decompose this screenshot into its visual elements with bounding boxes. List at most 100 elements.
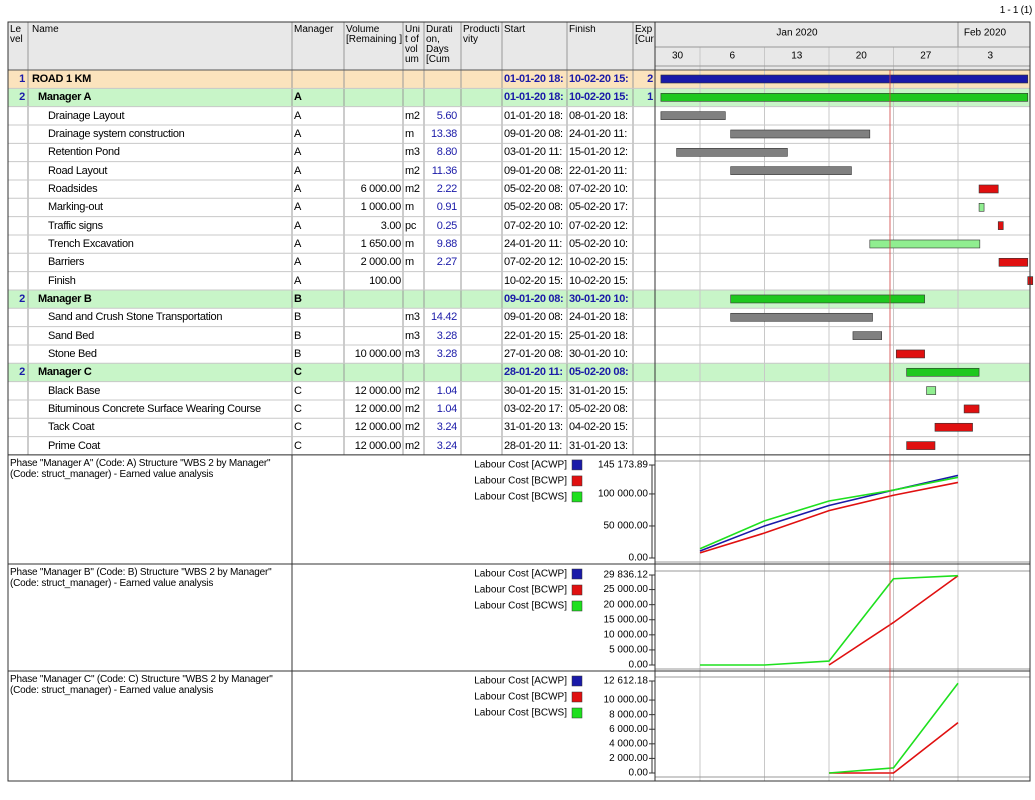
cell-duration: 2.27 <box>436 256 458 269</box>
cell-name: ROAD 1 KM <box>32 73 92 85</box>
cell-duration: 0.91 <box>436 201 458 214</box>
row-bg <box>8 289 1030 309</box>
cell-finish: 25-01-20 18: <box>569 329 628 342</box>
cell-finish: 30-01-20 10: <box>569 347 628 360</box>
cell-finish: 31-01-20 15: <box>569 384 628 397</box>
cell-name: Manager A <box>38 91 92 104</box>
month-label: Jan 2020 <box>776 28 818 39</box>
column-header: Uni t of vol um <box>405 25 421 65</box>
gantt-bar <box>963 404 980 414</box>
page-number: 1 - 1 (1) <box>999 5 1032 16</box>
cell-manager: C <box>294 421 302 434</box>
cell-finish: 10-02-20 15: <box>569 73 629 85</box>
cell-volume: 12 000.00 <box>354 384 402 397</box>
cell-volume: 12 000.00 <box>354 421 402 434</box>
cell-manager: B <box>294 347 302 360</box>
y-tick-label: 145 173.89 <box>598 460 648 471</box>
cell-duration: 14.42 <box>430 311 457 324</box>
cell-duration: 3.24 <box>436 439 458 452</box>
cell-start: 03-02-20 17: <box>504 402 563 415</box>
cell-manager: A <box>294 237 302 250</box>
cell-duration: 1.04 <box>436 402 458 415</box>
legend-swatch <box>571 675 583 687</box>
cell-manager: C <box>294 366 302 379</box>
cell-finish: 10-02-20 15: <box>569 274 628 287</box>
y-tick-label: 0.00 <box>629 660 649 671</box>
legend-label: Labour Cost [ACWP] <box>474 460 567 471</box>
cell-duration: 2.22 <box>436 182 458 195</box>
legend-label: Labour Cost [ACWP] <box>474 676 567 687</box>
column-header: Le vel <box>10 25 23 45</box>
month-label: Feb 2020 <box>964 28 1007 39</box>
y-tick-label: 12 612.18 <box>604 676 649 687</box>
cell-manager: A <box>294 146 302 159</box>
cell-unit: m2 <box>405 182 420 195</box>
cell-name: Drainage Layout <box>48 109 125 122</box>
y-tick-label: 0.00 <box>629 768 649 779</box>
cell-unit: m2 <box>405 421 420 434</box>
cell-start: 10-02-20 15: <box>504 274 563 287</box>
cell-volume: 12 000.00 <box>354 439 402 452</box>
cell-volume: 12 000.00 <box>354 402 402 415</box>
gantt-bar <box>906 441 936 450</box>
header-bg <box>8 22 655 70</box>
column-header: Producti vity <box>463 25 500 45</box>
gantt-bar <box>895 349 925 359</box>
legend-label: Labour Cost [BCWP] <box>474 585 567 596</box>
cell-name: Road Layout <box>48 164 108 177</box>
column-header: Volume [Remaining ] <box>346 25 403 45</box>
y-tick-label: 2 000.00 <box>609 753 648 764</box>
cell-manager: B <box>294 329 302 342</box>
series-line <box>828 682 959 774</box>
cell-volume: 100.00 <box>369 274 401 287</box>
cell-name: Barriers <box>48 256 85 269</box>
timeline-bg <box>655 22 1030 70</box>
cell-duration: 11.36 <box>431 164 458 177</box>
cell-start: 28-01-20 11: <box>504 366 563 379</box>
y-tick-label: 0.00 <box>629 553 649 564</box>
cell-duration: 1.04 <box>436 384 458 397</box>
week-label: 3 <box>987 51 993 62</box>
column-header: Name <box>32 25 59 35</box>
gantt-bar <box>869 239 981 249</box>
chart-title: Phase "Manager B" (Code: B) Structure "W… <box>10 567 272 589</box>
y-tick-label: 100 000.00 <box>598 489 648 500</box>
cell-manager: C <box>294 384 302 397</box>
y-tick-label: 5 000.00 <box>609 645 648 656</box>
gantt-bar <box>730 312 873 322</box>
series-line <box>828 575 959 666</box>
cell-duration: 5.60 <box>436 109 458 122</box>
cell-unit: m3 <box>405 347 420 360</box>
gantt-bar <box>730 166 852 175</box>
cell-manager: A <box>294 274 302 287</box>
legend-swatch <box>571 459 583 471</box>
cell-start: 05-02-20 08: <box>504 182 563 195</box>
cell-level: 2 <box>19 366 25 379</box>
cell-unit: m3 <box>405 146 420 159</box>
cell-start: 28-01-20 11: <box>504 439 562 452</box>
cell-start: 05-02-20 08: <box>504 201 563 214</box>
column-header: Durati on, Days [Cum <box>426 25 453 65</box>
cell-exp: 2 <box>647 73 653 85</box>
week-label: 30 <box>672 51 684 62</box>
gantt-bar <box>660 93 1029 102</box>
cell-name: Stone Bed <box>48 347 97 360</box>
cell-name: Marking-out <box>48 201 103 214</box>
cell-start: 03-01-20 11: <box>504 146 562 159</box>
gantt-bar <box>676 148 788 157</box>
cell-name: Roadsides <box>48 182 98 195</box>
legend-label: Labour Cost [BCWS] <box>474 492 567 503</box>
gantt-bar <box>926 386 937 395</box>
cell-finish: 05-02-20 08: <box>569 366 629 379</box>
series-line <box>829 722 959 774</box>
gantt-bar <box>660 74 1029 84</box>
cell-start: 30-01-20 15: <box>504 384 563 397</box>
cell-name: Prime Coat <box>48 439 101 452</box>
gantt-bar <box>998 257 1029 267</box>
cell-name: Sand Bed <box>48 329 94 342</box>
cell-finish: 10-02-20 15: <box>569 256 628 269</box>
cell-start: 27-01-20 08: <box>504 347 563 360</box>
legend-label: Labour Cost [BCWS] <box>474 708 567 719</box>
cell-unit: m <box>405 127 414 140</box>
cell-unit: m3 <box>405 329 420 342</box>
